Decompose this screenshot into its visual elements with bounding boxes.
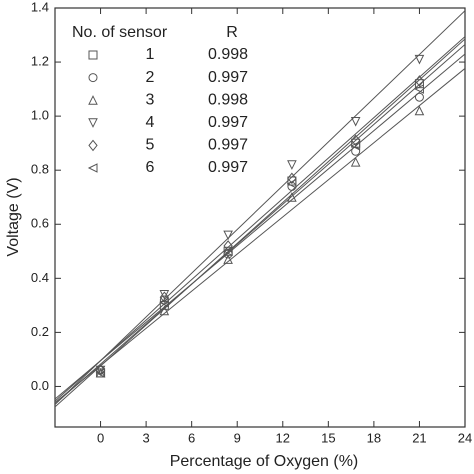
fit-line bbox=[55, 44, 465, 405]
legend-value: 0.997 bbox=[208, 69, 248, 86]
data-point bbox=[159, 297, 169, 308]
x-tick-label: 12 bbox=[276, 430, 290, 445]
data-point bbox=[95, 368, 106, 378]
legend-label: 6 bbox=[146, 159, 155, 176]
data-point bbox=[223, 240, 233, 252]
legend-marker bbox=[88, 50, 98, 60]
data-point bbox=[414, 105, 425, 116]
legend-marker bbox=[88, 95, 98, 105]
fit-line bbox=[55, 36, 465, 402]
y-tick-label: 0.4 bbox=[31, 270, 49, 285]
legend-marker bbox=[87, 163, 98, 173]
y-tick-label: 1.0 bbox=[31, 108, 49, 123]
legend-label: 2 bbox=[146, 69, 155, 86]
x-tick-label: 18 bbox=[367, 430, 381, 445]
data-point bbox=[350, 117, 361, 127]
x-tick-label: 6 bbox=[188, 430, 195, 445]
legend-label: 3 bbox=[146, 91, 155, 108]
legend-value: 0.998 bbox=[208, 91, 248, 108]
data-point bbox=[414, 54, 425, 65]
legend-value: 0.997 bbox=[208, 159, 248, 176]
x-tick-label: 9 bbox=[234, 430, 241, 445]
fit-line bbox=[55, 38, 465, 408]
x-tick-label: 0 bbox=[97, 430, 104, 445]
x-tick-label: 15 bbox=[321, 430, 335, 445]
x-axis-label: Percentage of Oxygen (%) bbox=[170, 453, 359, 470]
data-point bbox=[159, 305, 170, 316]
legend-value-title: R bbox=[226, 24, 238, 41]
fit-line bbox=[55, 10, 465, 405]
x-tick-label: 3 bbox=[142, 430, 149, 445]
x-tick-label: 21 bbox=[412, 430, 426, 445]
data-point bbox=[414, 75, 425, 87]
y-tick-label: 0.0 bbox=[31, 378, 49, 393]
fit-line bbox=[55, 53, 465, 400]
data-point bbox=[350, 141, 361, 151]
data-point bbox=[222, 246, 233, 257]
y-tick-label: 0.8 bbox=[31, 162, 49, 177]
legend-value: 0.997 bbox=[208, 137, 248, 154]
legend-title: No. of sensor bbox=[72, 24, 168, 41]
data-point bbox=[351, 134, 361, 147]
x-tick-label: 24 bbox=[458, 430, 472, 445]
data-point bbox=[414, 92, 424, 102]
data-point bbox=[287, 192, 297, 202]
legend-marker bbox=[88, 139, 98, 152]
y-tick-label: 1.4 bbox=[31, 0, 49, 14]
data-point bbox=[414, 79, 424, 89]
data-point bbox=[223, 230, 233, 241]
plot-frame bbox=[54, 7, 466, 428]
data-point bbox=[414, 84, 424, 94]
legend-label: 4 bbox=[146, 114, 155, 131]
data-point bbox=[350, 156, 361, 167]
fit-lines bbox=[55, 10, 465, 408]
fit-line bbox=[55, 68, 465, 403]
data-point bbox=[287, 160, 297, 170]
data-point bbox=[159, 291, 169, 304]
legend-value: 0.997 bbox=[208, 114, 248, 131]
y-tick-label: 0.2 bbox=[31, 324, 49, 339]
y-tick-label: 1.2 bbox=[31, 54, 49, 69]
legend-value: 0.998 bbox=[208, 46, 248, 63]
legend-marker bbox=[88, 118, 98, 128]
legend-label: 5 bbox=[146, 137, 155, 154]
y-axis-label: Voltage (V) bbox=[5, 177, 22, 256]
data-point bbox=[286, 178, 297, 189]
data-point bbox=[287, 172, 297, 185]
legend-marker bbox=[88, 73, 98, 83]
data-point bbox=[351, 146, 361, 156]
y-tick-label: 0.6 bbox=[31, 216, 49, 231]
data-point bbox=[223, 254, 233, 264]
legend-label: 1 bbox=[146, 46, 155, 63]
